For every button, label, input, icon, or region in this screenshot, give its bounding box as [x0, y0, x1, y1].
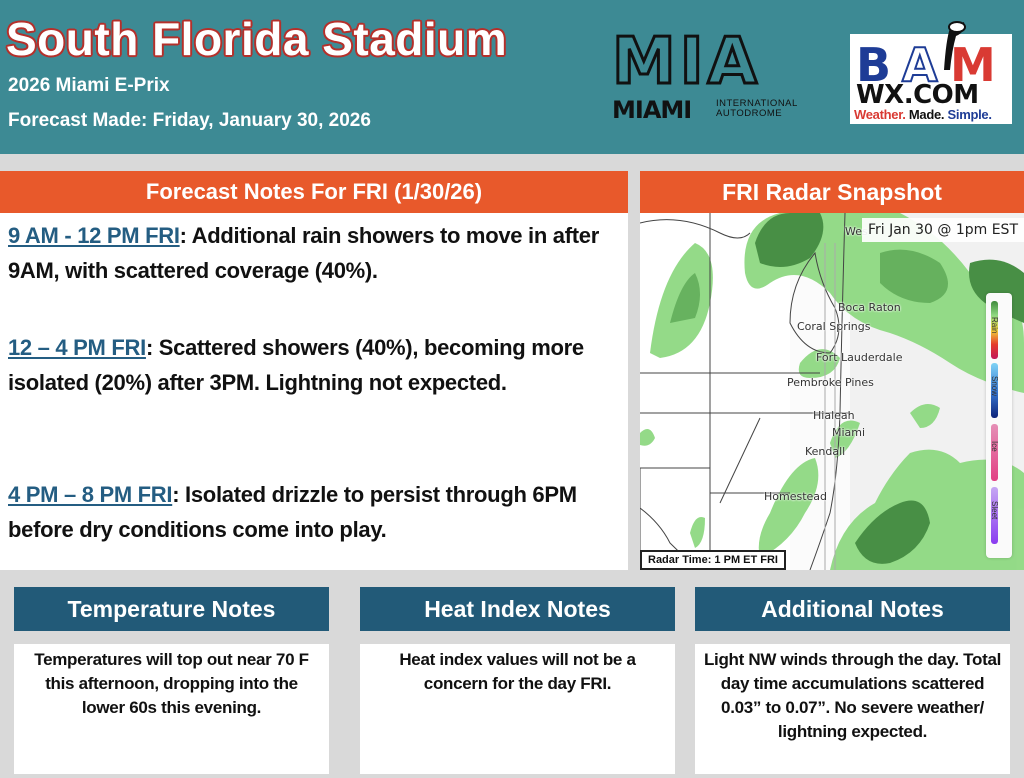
- city-label: Boca Raton: [838, 301, 901, 314]
- forecast-date: Forecast Made: Friday, January 30, 2026: [8, 110, 371, 131]
- legend-label: Ice: [990, 441, 999, 452]
- city-label: Pembroke Pines: [787, 376, 874, 389]
- heat-index-notes-text: Heat index values will not be a concern …: [360, 644, 675, 774]
- legend-sleet-bar: [991, 487, 998, 544]
- tagline-weather: Weather.: [854, 107, 906, 122]
- radar-map-graphic: [640, 213, 1024, 570]
- legend-label: Sleet: [990, 501, 999, 520]
- legend-rain-bar: [991, 301, 998, 359]
- tagline-made: Made.: [908, 107, 945, 122]
- note-time: 12 – 4 PM FRI: [8, 335, 146, 360]
- mia-logo-miami: MIAMI: [612, 96, 692, 124]
- forecast-note: 4 PM – 8 PM FRI: Isolated drizzle to per…: [8, 482, 577, 542]
- note-time: 4 PM – 8 PM FRI: [8, 482, 173, 507]
- forecast-note: 12 – 4 PM FRI: Scattered showers (40%), …: [8, 335, 584, 395]
- bam-logo-wx: WX.COM: [856, 80, 979, 110]
- page-title: South Florida Stadium: [6, 13, 508, 65]
- tagline-simple: Simple.: [947, 107, 992, 122]
- note-text: Additional rain showers to move in after…: [8, 223, 599, 283]
- header-banner: South Florida Stadium 2026 Miami E-Prix …: [0, 0, 1024, 154]
- city-label: Homestead: [764, 490, 828, 503]
- mia-logo-line2: AUTODROME: [716, 108, 783, 119]
- bam-logo-b: B: [856, 38, 892, 92]
- forecast-notes-panel: 9 AM - 12 PM FRI: Additional rain shower…: [0, 213, 628, 570]
- temperature-notes-text: Temperatures will top out near 70 F this…: [14, 644, 329, 774]
- temperature-notes-header: Temperature Notes: [14, 587, 329, 631]
- mia-logo-letters: MIA: [610, 25, 762, 99]
- bam-logo-a: A: [901, 37, 939, 93]
- city-label: Miami: [832, 426, 866, 439]
- radar-timestamp: Fri Jan 30 @ 1pm EST: [861, 218, 1024, 242]
- precip-legend: Rain Snow Ice Sleet: [986, 293, 1012, 558]
- legend-snow-bar: [991, 363, 998, 418]
- legend-label: Snow: [990, 376, 999, 397]
- forecast-notes-header: Forecast Notes For FRI (1/30/26): [0, 171, 628, 213]
- rain-echoes: [640, 213, 1024, 570]
- additional-notes-header: Additional Notes: [695, 587, 1010, 631]
- radar-time-label: Radar Time: 1 PM ET FRI: [640, 550, 786, 570]
- heat-index-notes-header: Heat Index Notes: [360, 587, 675, 631]
- city-label: Hialeah: [813, 409, 855, 422]
- bamwx-logo: B A M WX.COM Weather. Made. Simple.: [850, 21, 1012, 124]
- bam-logo-tagline: Weather. Made. Simple.: [854, 107, 992, 122]
- bam-logo-m: M: [950, 38, 996, 92]
- legend-label: Rain: [990, 317, 999, 334]
- mia-logo-subtitle: INTERNATIONAL AUTODROME: [716, 99, 798, 119]
- legend-ice-bar: [991, 424, 998, 481]
- radar-header: FRI Radar Snapshot: [640, 171, 1024, 213]
- city-label: Kendall: [805, 445, 846, 458]
- additional-notes-text: Light NW winds through the day. Total da…: [695, 644, 1010, 774]
- note-text: Isolated drizzle to persist through 6PM …: [8, 482, 577, 542]
- city-label: Fort Lauderdale: [816, 351, 903, 364]
- map-boundaries: [640, 213, 850, 570]
- miami-autodrome-logo: MIA MIAMI INTERNATIONAL AUTODROME: [610, 25, 848, 125]
- forecast-note: 9 AM - 12 PM FRI: Additional rain shower…: [8, 223, 599, 283]
- mia-logo-line1: INTERNATIONAL: [716, 98, 798, 109]
- horn-icon: [944, 21, 966, 70]
- note-time: 9 AM - 12 PM FRI: [8, 223, 180, 248]
- note-text: Scattered showers (40%), becoming more i…: [8, 335, 584, 395]
- city-label: Coral Springs: [797, 320, 871, 333]
- radar-map: Wes Boca Raton Coral Springs Fort Lauder…: [640, 213, 1024, 570]
- event-name: 2026 Miami E-Prix: [8, 75, 170, 96]
